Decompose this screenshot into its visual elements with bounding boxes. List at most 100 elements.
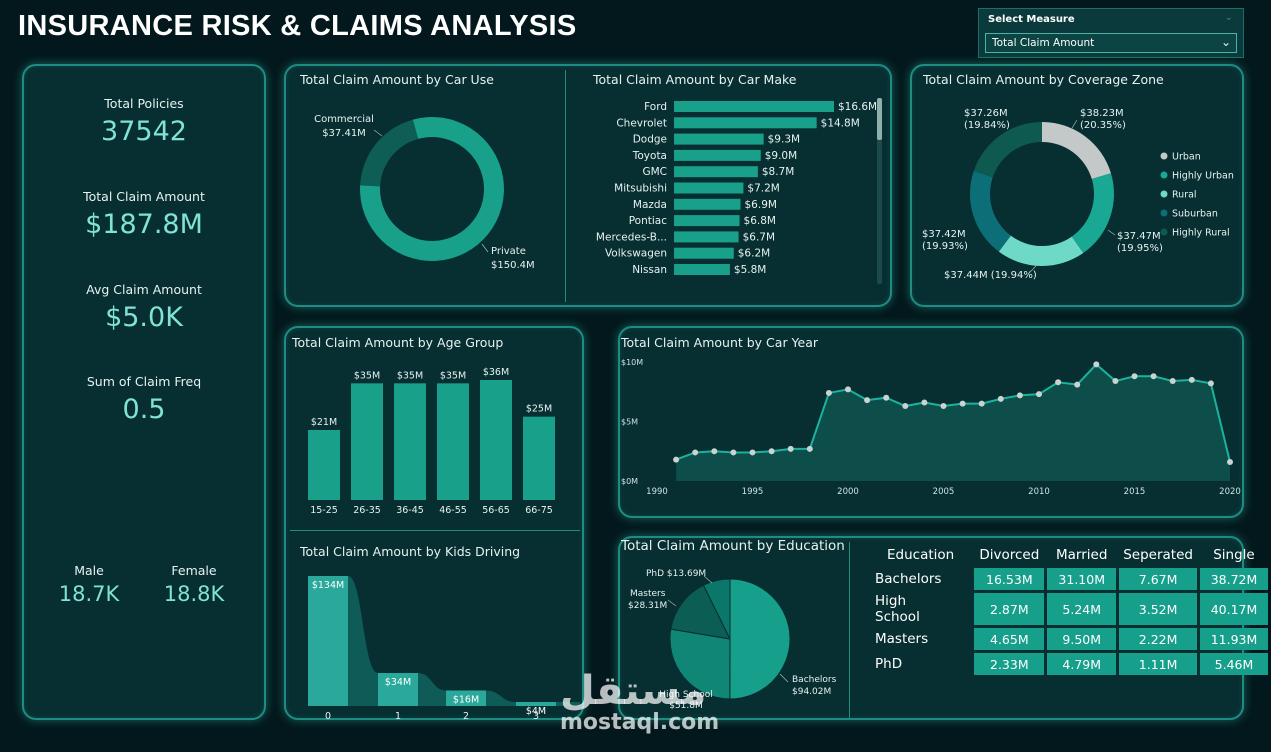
leader-line [1107,229,1116,236]
data-label: $38.23M (20.35%) [1080,108,1126,131]
y-tick-label: $0M [621,477,638,486]
tick-label: 3 [533,711,539,722]
table-cell: 9.50M [1047,628,1117,650]
data-point [787,445,794,452]
column-header: Education [887,547,955,563]
table-cell: 2.22M [1119,628,1197,650]
chevron-down-icon[interactable]: ⌄ [1224,12,1233,23]
tick-label: 46-55 [439,505,467,516]
category-label: Ford [644,101,667,113]
category-label: GMC [642,166,667,178]
data-point [1207,380,1214,387]
pie-slice [702,578,731,640]
watermark-logo: مستقل [560,668,707,714]
table-cell: 2.87M [974,593,1045,625]
coverage-zone-chart: $38.23M (20.35%) $37.47M (19.95%) $37.44M (1… [922,108,1234,281]
data-point [1074,381,1081,388]
table-cell: 3.52M [1119,593,1197,625]
tick-label: 0 [325,711,331,722]
category-label: Chevrolet [616,117,667,129]
education-matrix: Education Divorced Married Seperated Sin… [870,542,1271,678]
leader-line [703,575,713,584]
bar [516,702,556,706]
bar [378,673,418,706]
table-cell: 1.11M [1119,653,1197,675]
data-label: $4M [526,706,546,717]
pie-slice [670,584,731,640]
data-label: $134M [312,580,344,591]
kids-driving-title: Total Claim Amount by Kids Driving [300,544,521,559]
data-point [1150,373,1157,380]
leader-line [1029,265,1037,273]
table-row: PhD 2.33M 4.79M 1.11M 5.46M [873,653,1268,675]
watermark-text: mostaql.com [560,710,720,735]
bar [308,430,340,500]
data-point [1188,376,1195,383]
data-point [1112,378,1119,385]
y-tick-label: $5M [621,418,638,427]
legend-label: Suburban [1172,209,1218,220]
page-title: INSURANCE RISK & CLAIMS ANALYSIS [18,10,577,42]
category-label: Mazda [633,199,667,211]
claim-freq-value: 0.5 [122,394,166,425]
chevron-down-icon[interactable]: ⌄ [1220,35,1231,49]
leader-line [481,243,489,253]
data-label: $150.4M [491,260,535,271]
slice-label: Masters [630,589,666,599]
x-tick-label: 2010 [1028,487,1050,497]
x-tick-label: 2020 [1219,487,1241,497]
divider [565,70,566,302]
leader-line [373,129,383,137]
tick-label: 26-35 [353,505,381,516]
total-policies-label: Total Policies [104,96,184,111]
male-label: Male [74,563,104,578]
data-label: $28.31M [628,601,667,611]
pie-slice [973,122,1042,178]
legend-swatch [1160,171,1168,179]
female-label: Female [171,563,217,578]
data-point [692,449,699,456]
data-label: $37.44M (19.94%) [944,270,1037,281]
x-tick-label: 2015 [1124,487,1146,497]
data-label: $14.8M [821,117,860,129]
data-label: $21M [311,417,337,428]
data-label: $16M [453,694,479,705]
car-use-chart: Commercial $37.41M Private $150.4M [314,114,535,271]
bar [674,215,740,227]
scrollbar-thumb [877,98,882,140]
ribbon-area [308,576,580,706]
data-label: $25M [526,404,552,415]
x-tick-label: 2005 [933,487,955,497]
tick-label: 36-45 [396,505,424,516]
pie-slice [1042,122,1111,180]
row-label: Masters [875,631,929,647]
table-header: Education Divorced Married Seperated Sin… [873,545,1268,565]
leader-line [1071,119,1078,129]
data-label: $8.7M [762,166,794,178]
tick-label: 1 [395,711,401,722]
legend-swatch [1160,190,1168,198]
data-label: $36M [483,367,509,378]
column-header: Married [1056,547,1108,563]
pie-slice [669,628,731,700]
coverage-zone-panel: Total Claim Amount by Coverage Zone [910,64,1244,307]
measure-dropdown[interactable]: Total Claim Amount ⌄ [985,33,1237,53]
divider [290,530,580,531]
area-fill [676,364,1230,481]
measure-selector[interactable]: Select Measure ⌄ Total Claim Amount ⌄ [978,8,1244,58]
pie-slice [1071,173,1114,254]
bar [351,383,383,500]
data-label: $35M [440,370,466,381]
bar [674,117,817,129]
table-cell: 16.53M [974,568,1045,590]
table-cell: 4.65M [974,628,1045,650]
female-value: 18.8K [163,582,225,606]
car-year-title: Total Claim Amount by Car Year [621,335,819,350]
legend-swatch [1160,152,1168,160]
table-row: Bachelors 16.53M 31.10M 7.67M 38.72M [873,568,1268,590]
table-row: High School 2.87M 5.24M 3.52M 40.17M [873,593,1268,625]
data-point [997,395,1004,402]
data-label: $94.02M [792,687,831,697]
bar [674,182,744,194]
bar [674,101,834,112]
